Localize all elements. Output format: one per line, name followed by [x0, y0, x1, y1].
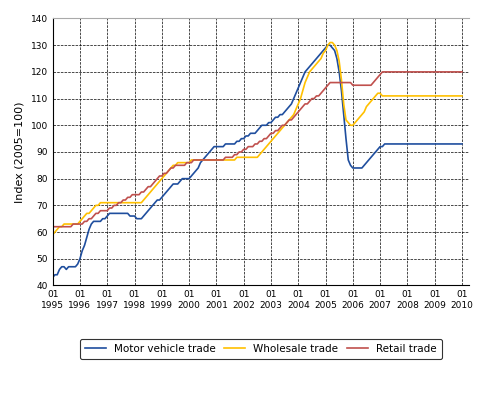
- Retail trade: [390, 69, 396, 74]
- Motor vehicle trade: [458, 141, 464, 146]
- Retail trade: [163, 171, 169, 176]
- Motor vehicle trade: [390, 141, 396, 146]
- Wholesale trade: [163, 171, 169, 176]
- Retail trade: [379, 69, 385, 74]
- Wholesale trade: [390, 94, 396, 98]
- Line: Motor vehicle trade: Motor vehicle trade: [53, 45, 461, 277]
- Motor vehicle trade: [324, 43, 330, 48]
- Line: Wholesale trade: Wholesale trade: [53, 42, 461, 235]
- Wholesale trade: [326, 40, 332, 45]
- Legend: Motor vehicle trade, Wholesale trade, Retail trade: Motor vehicle trade, Wholesale trade, Re…: [80, 339, 441, 359]
- Retail trade: [247, 144, 253, 149]
- Retail trade: [458, 69, 464, 74]
- Retail trade: [50, 224, 56, 229]
- Wholesale trade: [247, 155, 253, 160]
- Motor vehicle trade: [50, 275, 56, 280]
- Motor vehicle trade: [111, 211, 117, 216]
- Wholesale trade: [245, 155, 251, 160]
- Motor vehicle trade: [247, 131, 253, 136]
- Retail trade: [83, 219, 89, 224]
- Wholesale trade: [458, 94, 464, 98]
- Retail trade: [111, 203, 117, 208]
- Wholesale trade: [50, 232, 56, 237]
- Line: Retail trade: Retail trade: [53, 72, 461, 227]
- Motor vehicle trade: [245, 133, 251, 138]
- Wholesale trade: [111, 200, 117, 205]
- Retail trade: [245, 144, 251, 149]
- Y-axis label: Index (2005=100): Index (2005=100): [15, 101, 25, 203]
- Wholesale trade: [83, 211, 89, 216]
- Motor vehicle trade: [83, 235, 89, 240]
- Motor vehicle trade: [163, 190, 169, 194]
